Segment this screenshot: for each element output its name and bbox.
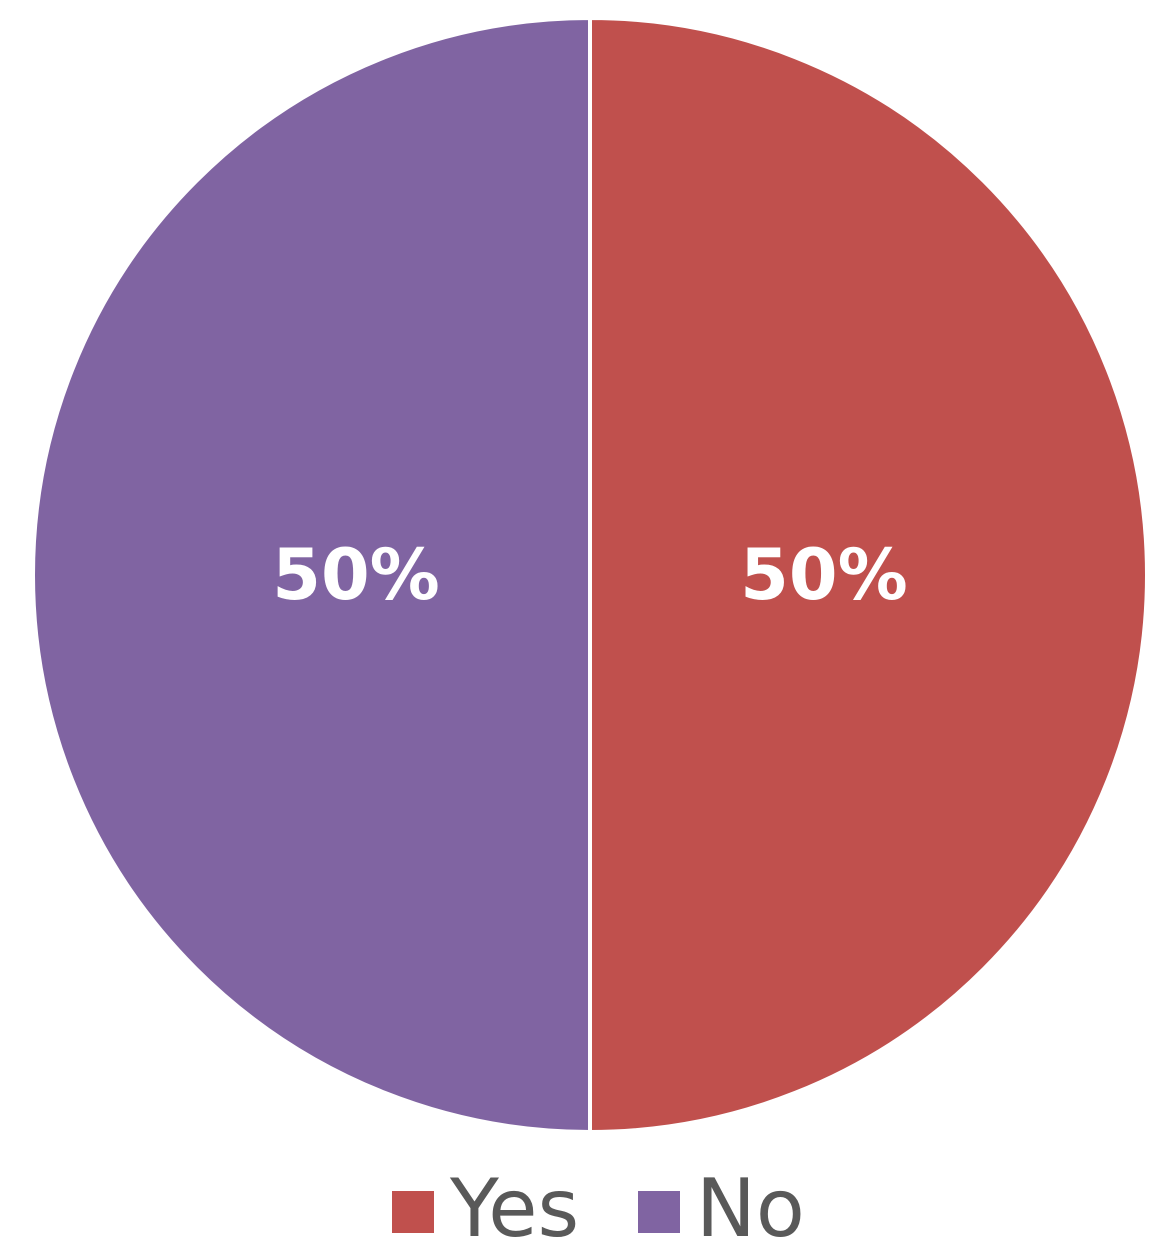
- pie-slices: [31, 16, 1149, 1134]
- legend-swatch-yes: [392, 1191, 434, 1233]
- legend-label-yes: Yes: [449, 1162, 579, 1255]
- legend-swatch-no: [638, 1191, 680, 1233]
- data-label-no: 50%: [272, 534, 440, 616]
- pie-slice-yes: [588, 16, 1149, 1134]
- legend: Yes No: [392, 1162, 805, 1255]
- pie-data-labels: 50% 50%: [272, 534, 907, 616]
- pie-slice-no: [31, 16, 592, 1134]
- legend-label-no: No: [696, 1162, 805, 1255]
- data-label-yes: 50%: [740, 534, 908, 616]
